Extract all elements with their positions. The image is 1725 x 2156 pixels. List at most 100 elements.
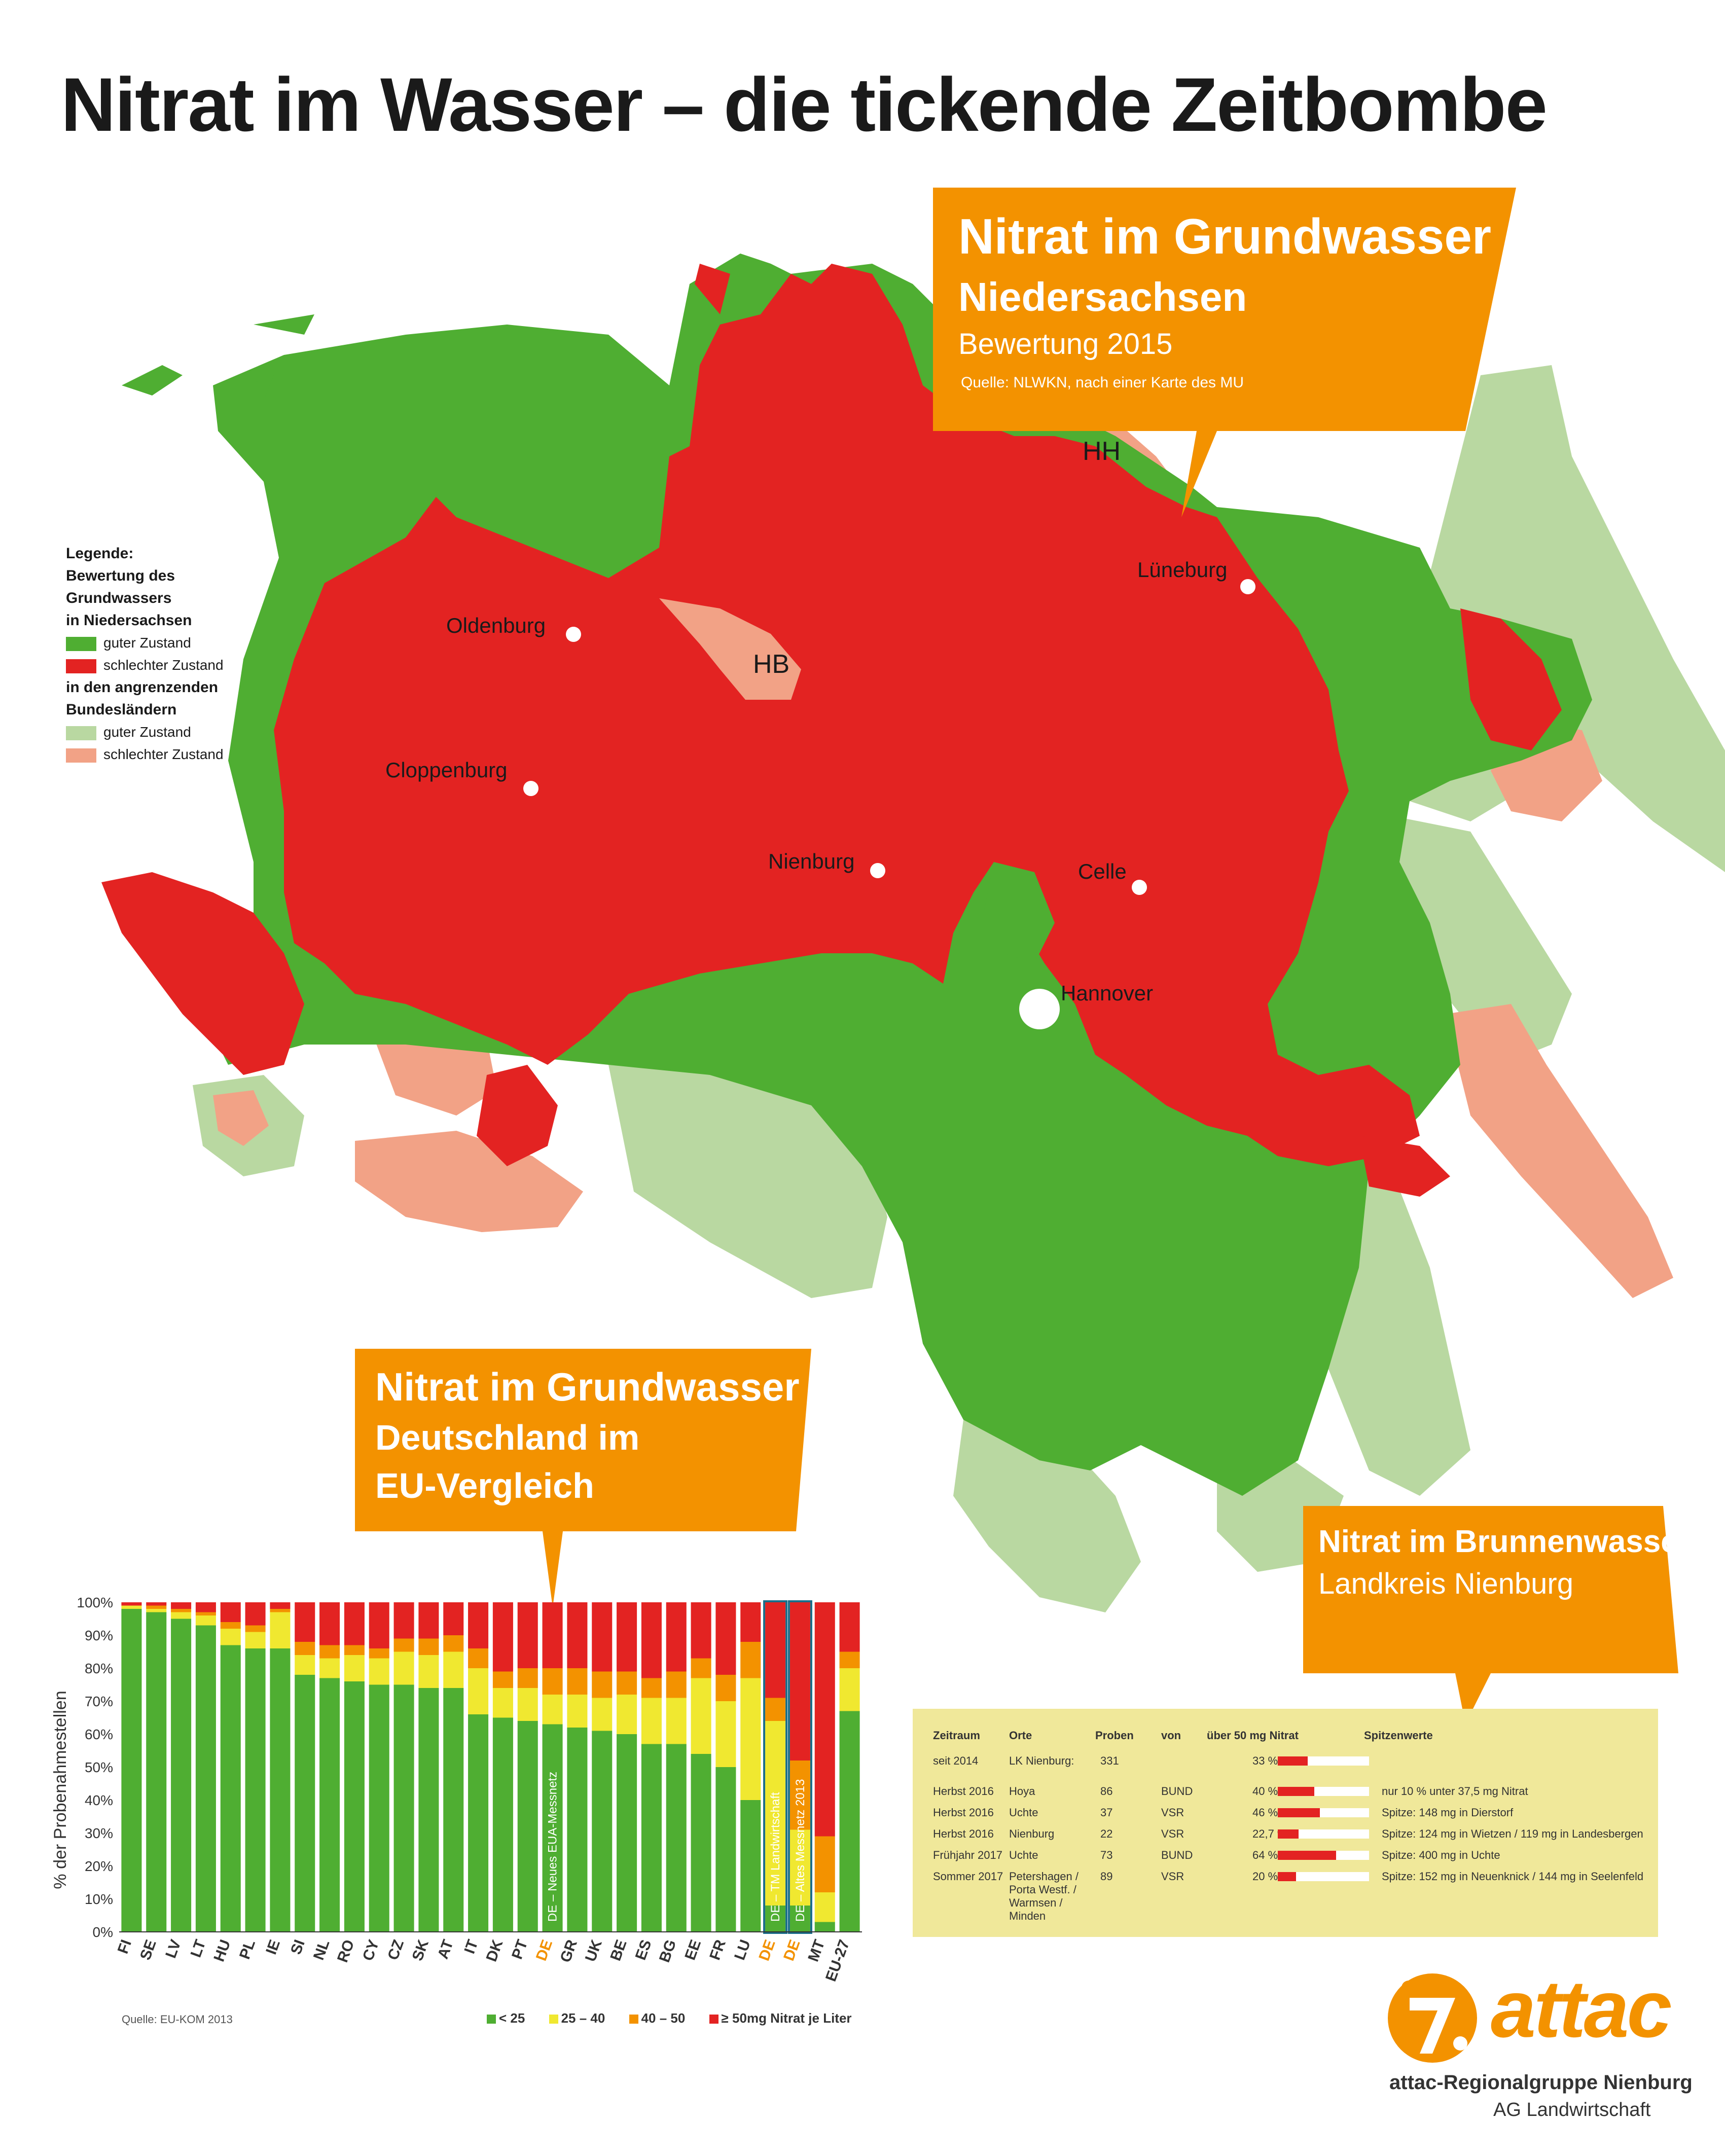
x-tick-label: DE [780, 1937, 803, 1963]
bar-segment [617, 1695, 637, 1734]
bar-segment [468, 1602, 489, 1648]
pct-bar-track [1278, 1808, 1369, 1817]
legend-item-good: guter Zustand [66, 632, 279, 654]
table-cell-spitze: Spitze: 124 mg in Wietzen / 119 mg in La… [1382, 1827, 1643, 1840]
city-label: Lüneburg [1137, 558, 1228, 582]
bar-segment [344, 1655, 365, 1681]
legend-item-bad-light: schlechter Zustand [66, 743, 279, 766]
pct-bar-track [1278, 1829, 1369, 1839]
x-tick-label: FI [115, 1937, 135, 1956]
bar-segment [789, 1602, 810, 1760]
y-axis-label: % der Probenahmestellen [51, 1691, 70, 1889]
table-cell: 64 % [1252, 1849, 1278, 1861]
bar-segment [245, 1602, 266, 1626]
bar-segment [517, 1721, 538, 1932]
legend-label: guter Zustand [103, 724, 191, 740]
x-tick-label: PT [509, 1937, 531, 1961]
bar-segment [492, 1717, 513, 1932]
pct-bar-fill [1278, 1851, 1337, 1860]
y-tick-label: 50% [85, 1759, 113, 1775]
chart-source: Quelle: EU-KOM 2013 [122, 2013, 233, 2026]
table-cell: Nienburg [1009, 1827, 1055, 1840]
bar-segment [542, 1724, 563, 1932]
bar-segment [492, 1688, 513, 1718]
city-label: Celle [1078, 859, 1127, 883]
table-cell-spitze: nur 10 % unter 37,5 mg Nitrat [1382, 1785, 1528, 1798]
y-tick-label: 20% [85, 1858, 113, 1874]
bar-segment [740, 1800, 761, 1932]
bar-segment [468, 1668, 489, 1714]
bar-segment [220, 1629, 241, 1645]
bar-segment [270, 1609, 291, 1612]
bar-segment [245, 1648, 266, 1932]
bar-segment [443, 1602, 464, 1635]
bar-segment [567, 1668, 588, 1695]
bar-annotation: DE – TM Landwirtschaft [769, 1792, 782, 1922]
bar-segment [369, 1658, 389, 1685]
bar-segment [492, 1602, 513, 1672]
x-tick-label: IE [263, 1937, 283, 1957]
bar-segment [121, 1605, 142, 1609]
bar-segment [393, 1684, 414, 1932]
bar-segment [418, 1602, 439, 1639]
nienburg-table: Zeitraum Orte Proben von über 50 mg Nitrat Sp… [913, 1709, 1658, 1937]
x-tick-label: CZ [384, 1937, 407, 1962]
table-cell: 20 % [1252, 1870, 1278, 1883]
bar-segment [641, 1602, 662, 1678]
legend-swatch [629, 2015, 638, 2024]
x-tick-label: GR [557, 1937, 581, 1965]
bar-segment [592, 1698, 613, 1731]
callout-de-title: Nitrat im Grundwasser [375, 1364, 800, 1409]
table-cell: Herbst 2016 [933, 1806, 994, 1819]
table-cell: Uchte [1009, 1849, 1038, 1861]
x-tick-label: CY [360, 1937, 382, 1963]
x-tick-label: UK [582, 1937, 605, 1964]
bar-segment [443, 1635, 464, 1652]
legend-swatch [549, 2015, 558, 2024]
bar-segment [567, 1728, 588, 1932]
bar-segment [839, 1668, 860, 1711]
bar-segment [666, 1602, 687, 1672]
bar-segment [171, 1619, 192, 1932]
pct-bar-track [1278, 1872, 1369, 1881]
bar-segment [121, 1602, 142, 1606]
legend-label: 40 – 50 [641, 2010, 686, 2026]
bar-segment [418, 1655, 439, 1688]
table-cell: Hoya [1009, 1785, 1035, 1798]
bar-segment [270, 1648, 291, 1932]
table-cell: LK Nienburg: [1009, 1754, 1074, 1767]
bar-segment [295, 1655, 315, 1675]
callout-nds-source: Quelle: NLWKN, nach einer Karte des MU [961, 374, 1244, 391]
legend-swatch [66, 659, 96, 673]
hh-label: HH [1083, 437, 1121, 466]
bar-segment [789, 1829, 810, 1906]
bar-segment [344, 1602, 365, 1645]
bar-segment [270, 1612, 291, 1648]
bar-segment [592, 1602, 613, 1672]
bar-segment [245, 1625, 266, 1632]
bar-segment [369, 1684, 389, 1932]
y-tick-label: 40% [85, 1792, 113, 1808]
city-marker [566, 627, 581, 642]
bar-segment [319, 1602, 340, 1645]
legend-item-bad: schlechter Zustand [66, 654, 279, 676]
bar-segment [641, 1678, 662, 1698]
legend-label: schlechter Zustand [103, 657, 224, 673]
table-cell: 89 [1100, 1870, 1113, 1883]
page-title: Nitrat im Wasser – die tickende Zeitbomb… [61, 62, 1548, 147]
hb-label: HB [753, 650, 790, 679]
bar-segment [789, 1760, 810, 1830]
y-tick-label: 90% [85, 1628, 113, 1643]
bar-segment [691, 1658, 711, 1678]
city-label: Cloppenburg [385, 758, 508, 782]
bar-segment [715, 1701, 736, 1767]
x-tick-label: DE [533, 1937, 556, 1963]
bar-segment [592, 1731, 613, 1932]
x-tick-label: BE [607, 1937, 630, 1963]
bar-segment [765, 1721, 786, 1906]
legend-swatch [66, 726, 96, 740]
bar-segment [146, 1605, 167, 1609]
bar-segment [567, 1695, 588, 1728]
bar-segment [245, 1632, 266, 1648]
bar-segment [839, 1651, 860, 1668]
